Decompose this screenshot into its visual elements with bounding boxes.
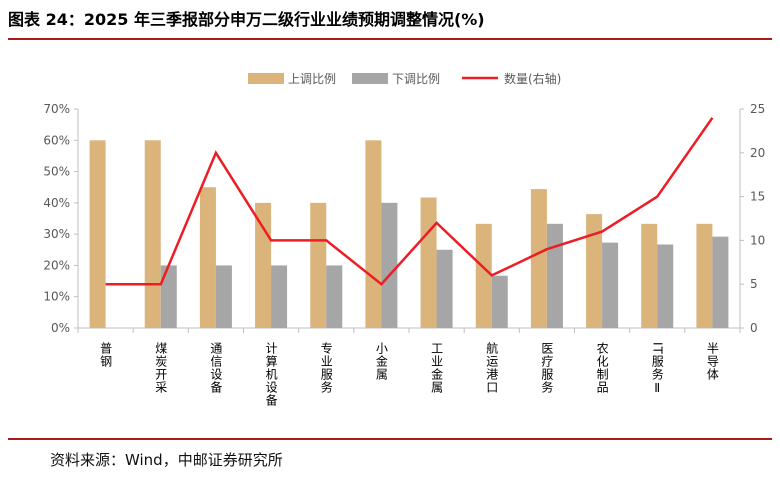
bar-up [144,140,161,328]
right-tick-label: 5 [750,277,758,291]
category-label: 通信设备 [209,342,223,394]
right-tick-label: 25 [750,102,765,116]
chart-title: 图表 24：2025 年三季报部分申万二级行业业绩预期调整情况(%) [8,10,485,29]
category-label: 工业金属 [430,342,444,394]
bar-down [215,265,232,328]
bar-down [326,265,343,328]
bar-down [436,249,453,328]
title-rule [8,38,772,40]
category-label: 煤炭开采 [154,342,168,394]
category-label: IT服务Ⅱ [650,342,664,396]
bar-down [160,265,177,328]
bar-down [546,223,563,328]
bar-up [586,214,603,328]
right-tick-label: 15 [750,190,765,204]
right-tick-label: 20 [750,146,765,160]
line-count [105,117,714,286]
category-label: 计算机设备 [264,342,278,407]
left-tick-label: 60% [43,133,70,147]
legend-swatch-down [352,73,388,84]
bar-down [657,244,674,328]
right-tick-label: 10 [750,233,765,247]
bar-down [271,265,288,328]
category-label: 小金属 [374,342,388,381]
bar-up [255,202,272,328]
bar-down [381,202,398,328]
bar-up [310,202,327,328]
left-tick-label: 0% [51,321,70,335]
bar-up [475,223,492,328]
legend-swatch-up [248,73,284,84]
bar-up [420,197,437,328]
category-label: 半导体 [705,342,719,381]
bar-up [530,189,547,328]
bar-down [491,275,508,328]
category-label: 医疗服务 [540,342,554,394]
left-tick-label: 50% [43,165,70,179]
left-tick-label: 30% [43,227,70,241]
chart-area: 上调比例 下调比例 数量(右轴) 0% 10% 20% 30% 40% 50% 60% 70% 0 5… [43,71,765,407]
legend: 上调比例 下调比例 数量(右轴) [248,71,561,86]
bar-up [696,223,713,328]
right-tick-label: 0 [750,321,758,335]
line-series [105,117,714,286]
category-label: 航运港口 [485,341,499,394]
source-rule [8,438,772,440]
legend-label-up: 上调比例 [288,72,336,86]
left-tick-label: 10% [43,290,70,304]
axes: 0% 10% 20% 30% 40% 50% 60% 70% 0 5 10 15 20 25 [43,102,765,335]
category-label: 农化制品 [595,342,609,394]
bars [89,140,729,328]
bar-up [199,187,216,328]
category-labels: 普钢 煤炭开采 通信设备 计算机设备 专业服务 小金属 工业金属 航运港口 医疗服务 农化制品 IT… [99,341,720,407]
source-note: 资料来源：Wind，中邮证券研究所 [50,451,283,469]
legend-label-down: 下调比例 [392,72,440,86]
left-tick-label: 20% [43,258,70,272]
bar-up [89,140,106,328]
category-label: 专业服务 [319,341,333,394]
left-tick-label: 70% [43,102,70,116]
bar-down [602,242,619,328]
bar-up [365,140,382,328]
category-label: 普钢 [99,342,113,368]
legend-label-line: 数量(右轴) [504,71,561,86]
bar-down [712,236,729,328]
left-tick-label: 40% [43,196,70,210]
bar-up [641,223,658,328]
